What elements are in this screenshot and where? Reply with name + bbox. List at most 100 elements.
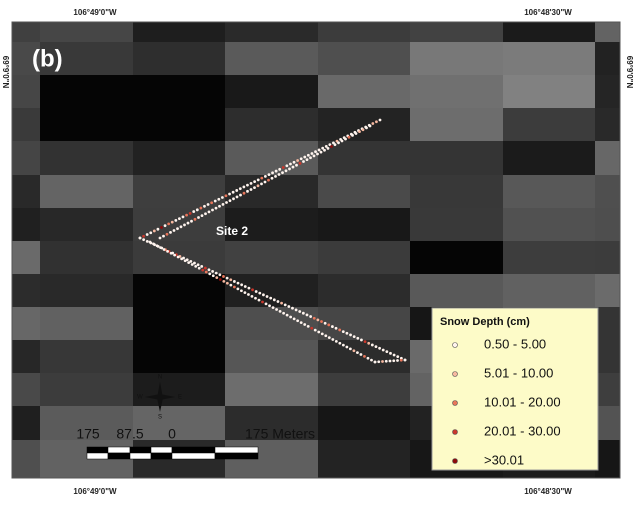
- track-point: [246, 184, 249, 187]
- track-point: [324, 334, 327, 337]
- raster-cell: [595, 42, 620, 75]
- track-point: [255, 290, 258, 293]
- track-point: [321, 332, 324, 335]
- track-point: [296, 319, 299, 322]
- track-point: [225, 201, 228, 204]
- track-point: [146, 233, 149, 236]
- raster-cell: [40, 241, 133, 274]
- track-point: [362, 128, 365, 131]
- raster-cell: [225, 340, 318, 373]
- track-point: [302, 160, 305, 163]
- track-point: [309, 315, 312, 318]
- track-point: [196, 208, 199, 211]
- track-point: [282, 166, 285, 169]
- track-point: [358, 130, 361, 133]
- scale-segment: [108, 447, 130, 453]
- track-point: [303, 156, 306, 159]
- track-point: [142, 238, 145, 241]
- raster-cell: [12, 108, 40, 141]
- track-point: [275, 170, 278, 173]
- track-point: [189, 212, 192, 215]
- raster-cell: [133, 406, 225, 440]
- raster-cell: [12, 440, 40, 478]
- track-point: [164, 224, 167, 227]
- raster-cell: [225, 274, 318, 307]
- track-point: [382, 349, 385, 352]
- track-point: [335, 327, 338, 330]
- legend-label: 10.01 - 20.00: [484, 394, 561, 409]
- track-point: [289, 163, 292, 166]
- scale-segment: [172, 447, 215, 453]
- track-point: [235, 189, 238, 192]
- track-point: [182, 215, 185, 218]
- raster-cell: [12, 340, 40, 373]
- track-point: [334, 143, 337, 146]
- track-point: [317, 331, 320, 334]
- track-point: [327, 147, 330, 150]
- track-point: [293, 161, 296, 164]
- track-point: [273, 298, 276, 301]
- track-point: [153, 230, 156, 233]
- raster-cell: [595, 108, 620, 141]
- track-point: [324, 322, 327, 325]
- raster-cell: [318, 208, 410, 241]
- track-point: [251, 288, 254, 291]
- raster-cell: [40, 175, 133, 208]
- raster-cell: [12, 141, 40, 175]
- track-point: [228, 193, 231, 196]
- raster-cell: [133, 75, 225, 108]
- raster-cell: [12, 307, 40, 340]
- raster-cell: [595, 440, 620, 478]
- track-point: [166, 250, 169, 253]
- raster-cell: [318, 373, 410, 406]
- track-point: [282, 312, 285, 315]
- track-point: [280, 302, 283, 305]
- track-point: [363, 355, 366, 358]
- track-point: [207, 203, 210, 206]
- track-point: [377, 360, 380, 363]
- coord-label: 69°9'0"N: [1, 56, 10, 89]
- raster-cell: [133, 307, 225, 340]
- raster-cell: [503, 141, 595, 175]
- track-point: [338, 342, 341, 345]
- track-point: [327, 324, 330, 327]
- track-point: [248, 287, 251, 290]
- track-point: [218, 273, 221, 276]
- track-point: [303, 323, 306, 326]
- track-point: [203, 205, 206, 208]
- track-point: [211, 209, 214, 212]
- track-point: [338, 329, 341, 332]
- track-point: [313, 317, 316, 320]
- track-point: [385, 350, 388, 353]
- track-point: [214, 200, 217, 203]
- track-point: [374, 361, 377, 364]
- scale-label: 0: [168, 426, 176, 442]
- scale-segment: [108, 453, 130, 459]
- track-point: [211, 270, 214, 273]
- track-point: [356, 351, 359, 354]
- track-point: [355, 132, 358, 135]
- track-point: [313, 154, 316, 157]
- track-point: [257, 178, 260, 181]
- raster-cell: [225, 175, 318, 208]
- track-point: [274, 175, 277, 178]
- raster-cell: [318, 42, 410, 75]
- track-point: [170, 252, 173, 255]
- raster-cell: [410, 75, 503, 108]
- track-point: [302, 312, 305, 315]
- raster-cell: [225, 75, 318, 108]
- track-point: [278, 173, 281, 176]
- raster-cell: [40, 274, 133, 307]
- track-point: [229, 278, 232, 281]
- raster-cell: [503, 241, 595, 274]
- raster-cell: [503, 274, 595, 307]
- track-point: [171, 221, 174, 224]
- track-point: [281, 171, 284, 174]
- track-point: [152, 242, 155, 245]
- legend-label: 0.50 - 5.00: [484, 336, 546, 351]
- track-point: [233, 280, 236, 283]
- track-point: [314, 150, 317, 153]
- track-point: [204, 212, 207, 215]
- raster-cell: [503, 208, 595, 241]
- track-point: [169, 231, 172, 234]
